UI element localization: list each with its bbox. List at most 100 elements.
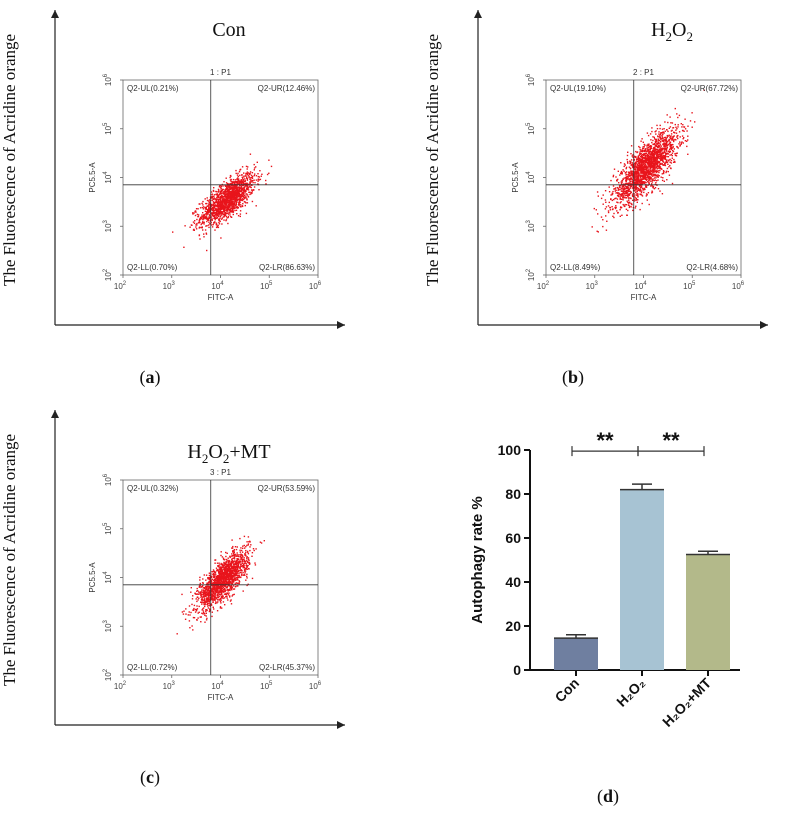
data-point bbox=[665, 154, 666, 155]
data-point bbox=[212, 220, 213, 221]
data-point bbox=[658, 152, 659, 153]
data-point bbox=[217, 215, 218, 216]
data-point bbox=[213, 210, 214, 211]
data-point bbox=[663, 146, 664, 147]
data-point bbox=[202, 229, 203, 230]
data-point bbox=[205, 611, 206, 612]
data-point bbox=[216, 211, 217, 212]
data-point bbox=[632, 200, 633, 201]
data-point bbox=[687, 154, 688, 155]
data-point bbox=[627, 162, 628, 163]
data-point bbox=[637, 196, 638, 197]
data-point bbox=[212, 574, 213, 575]
data-point bbox=[192, 213, 193, 214]
data-point bbox=[646, 193, 647, 194]
data-point bbox=[651, 153, 652, 154]
data-point bbox=[228, 206, 229, 207]
quadrant-label-ur: Q2-UR(67.72%) bbox=[681, 84, 739, 93]
data-point bbox=[246, 166, 247, 167]
data-point bbox=[232, 207, 233, 208]
data-point bbox=[612, 193, 613, 194]
data-point bbox=[648, 174, 649, 175]
data-point bbox=[644, 144, 645, 145]
data-point bbox=[250, 186, 251, 187]
data-point bbox=[232, 203, 233, 204]
data-point bbox=[226, 217, 227, 218]
data-point bbox=[671, 149, 672, 150]
data-point bbox=[643, 182, 644, 183]
data-point bbox=[658, 161, 659, 162]
data-point bbox=[177, 633, 178, 634]
data-point bbox=[199, 227, 200, 228]
data-point bbox=[246, 557, 247, 558]
data-point bbox=[621, 172, 622, 173]
data-point bbox=[197, 588, 198, 589]
data-point bbox=[204, 606, 205, 607]
y-tick-label: 103 bbox=[103, 219, 113, 232]
data-point bbox=[683, 142, 684, 143]
data-point bbox=[196, 224, 197, 225]
data-point bbox=[226, 216, 227, 217]
data-point bbox=[223, 587, 224, 588]
data-point bbox=[249, 173, 250, 174]
data-point bbox=[638, 173, 639, 174]
data-point bbox=[226, 191, 227, 192]
data-point bbox=[654, 161, 655, 162]
data-point bbox=[205, 229, 206, 230]
data-point bbox=[242, 196, 243, 197]
data-point bbox=[603, 194, 604, 195]
data-point bbox=[227, 213, 228, 214]
data-point bbox=[681, 144, 682, 145]
data-point bbox=[647, 176, 648, 177]
data-point bbox=[648, 158, 649, 159]
data-point bbox=[670, 142, 671, 143]
data-point bbox=[650, 149, 651, 150]
data-point bbox=[613, 213, 614, 214]
data-point bbox=[661, 145, 662, 146]
data-point bbox=[239, 580, 240, 581]
data-point bbox=[258, 176, 259, 177]
data-point bbox=[228, 193, 229, 194]
data-point bbox=[636, 162, 637, 163]
data-point bbox=[683, 131, 684, 132]
data-point bbox=[254, 562, 255, 563]
data-point bbox=[622, 169, 623, 170]
data-point bbox=[246, 199, 247, 200]
data-point bbox=[215, 593, 216, 594]
data-point bbox=[213, 199, 214, 200]
data-point bbox=[238, 196, 239, 197]
data-point bbox=[224, 571, 225, 572]
data-point bbox=[637, 176, 638, 177]
data-point bbox=[244, 547, 245, 548]
data-point bbox=[245, 180, 246, 181]
data-point bbox=[675, 127, 676, 128]
data-point bbox=[641, 175, 642, 176]
data-point bbox=[213, 218, 214, 219]
data-point bbox=[241, 550, 242, 551]
data-point bbox=[224, 199, 225, 200]
data-point bbox=[608, 205, 609, 206]
data-point bbox=[675, 130, 676, 131]
data-point bbox=[237, 579, 238, 580]
data-point bbox=[631, 192, 632, 193]
y-tick-label: 102 bbox=[103, 268, 113, 281]
data-point bbox=[655, 150, 656, 151]
data-point bbox=[227, 196, 228, 197]
data-point bbox=[217, 206, 218, 207]
data-point bbox=[662, 134, 663, 135]
data-point bbox=[237, 552, 238, 553]
data-point bbox=[189, 627, 190, 628]
data-point bbox=[687, 126, 688, 127]
data-point bbox=[244, 198, 245, 199]
data-point bbox=[647, 159, 648, 160]
data-point bbox=[658, 145, 659, 146]
data-point bbox=[239, 204, 240, 205]
data-point bbox=[218, 191, 219, 192]
data-point bbox=[220, 196, 221, 197]
data-point bbox=[239, 576, 240, 577]
data-point bbox=[242, 565, 243, 566]
data-point bbox=[228, 562, 229, 563]
data-point bbox=[663, 140, 664, 141]
data-point bbox=[232, 555, 233, 556]
data-point bbox=[663, 164, 664, 165]
